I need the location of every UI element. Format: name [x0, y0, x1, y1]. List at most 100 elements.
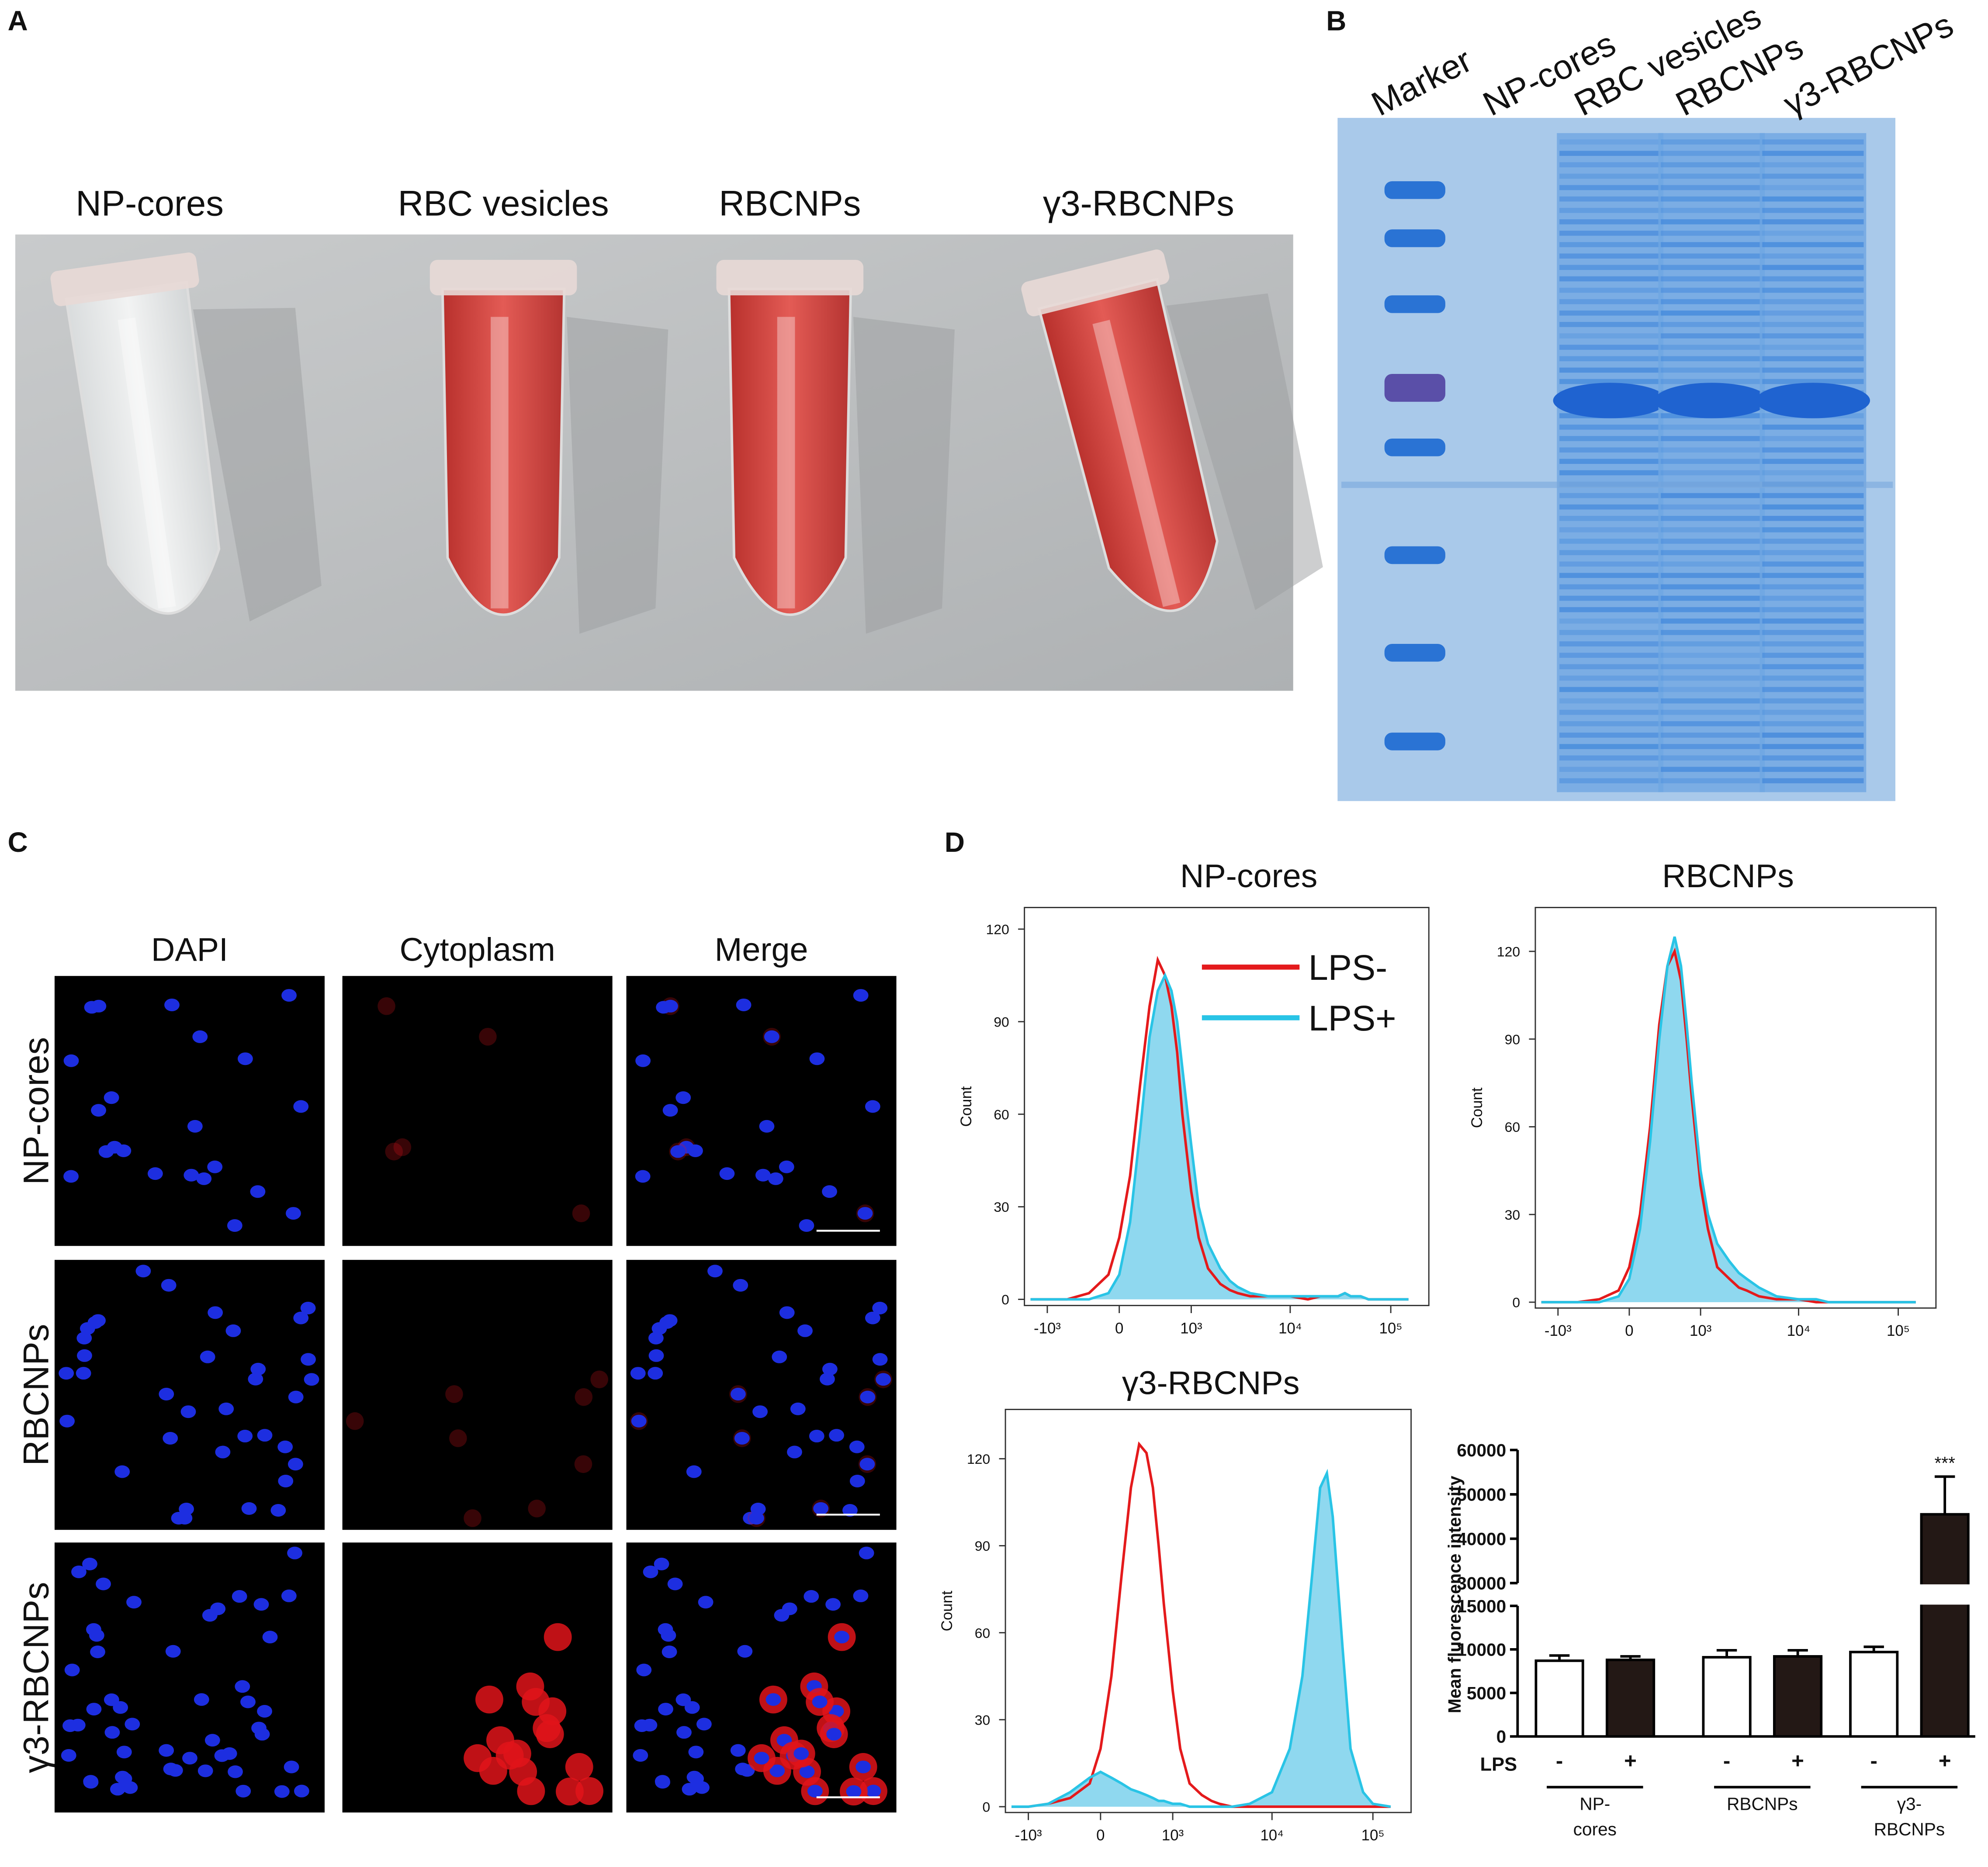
cytoplasm: [575, 1388, 593, 1406]
y-tick-label: 90: [975, 1538, 991, 1554]
gel-band: [1762, 333, 1864, 339]
nucleus: [826, 1728, 842, 1741]
gel-band: [1559, 265, 1661, 270]
x-tick-label: -10³: [1545, 1322, 1572, 1339]
gel-band: [1762, 584, 1864, 590]
nucleus: [240, 1695, 256, 1708]
tube-label: RBCNPs: [719, 183, 861, 223]
gel-band: [1559, 527, 1661, 532]
gel-band: [1559, 515, 1661, 521]
tube-highlight: [491, 317, 509, 609]
nucleus: [90, 1645, 105, 1659]
x-tick-label: 0: [1625, 1322, 1633, 1339]
nucleus: [184, 1169, 199, 1182]
nucleus: [698, 1596, 713, 1609]
cytoplasm: [590, 1370, 609, 1389]
nucleus: [180, 1405, 196, 1418]
gel-band: [1559, 219, 1661, 225]
tube-cap: [716, 259, 864, 296]
gel-band: [1762, 595, 1864, 601]
nucleus: [755, 1169, 771, 1182]
nucleus: [809, 1052, 825, 1065]
nucleus: [59, 1367, 74, 1380]
y-tick-label: 90: [994, 1014, 1009, 1030]
y-tick-label: 15000: [1457, 1596, 1506, 1616]
nucleus: [147, 1167, 163, 1180]
gel-band: [1559, 664, 1661, 670]
x-tick-label: NP-: [1579, 1794, 1610, 1814]
nucleus: [104, 1726, 120, 1739]
cytoplasm: [393, 1138, 412, 1156]
nucleus: [84, 1001, 100, 1014]
gel-band: [1559, 767, 1661, 772]
tube-cap: [50, 252, 199, 306]
gel-band: [1762, 322, 1864, 327]
gel-band: [1661, 379, 1763, 384]
nucleus: [736, 998, 752, 1011]
gel-band: [1661, 139, 1763, 145]
gel-band: [1762, 709, 1864, 715]
gel-band: [1559, 162, 1661, 168]
nucleus: [633, 1749, 648, 1762]
nucleus: [235, 1680, 250, 1693]
cytoplasm: [575, 1777, 603, 1805]
cytoplasm: [445, 1385, 463, 1403]
gel-band: [1661, 333, 1763, 339]
legend-title: LPS: [1480, 1754, 1517, 1775]
gel-band: [1559, 675, 1661, 681]
gel-band: [1661, 242, 1763, 247]
nucleus: [281, 989, 297, 1002]
nucleus: [865, 1100, 880, 1113]
tube-cap: [1021, 249, 1170, 317]
bar: [1773, 1655, 1823, 1738]
gel-band: [1559, 425, 1661, 430]
tube-label: RBC vesicles: [398, 183, 609, 223]
y-tick-label: 60: [975, 1625, 991, 1641]
nucleus: [163, 1763, 179, 1776]
nucleus: [842, 1504, 858, 1517]
gel-band: [1559, 755, 1661, 761]
tube: [50, 252, 322, 622]
gel-band: [1762, 219, 1864, 225]
row-label: RBCNPs: [16, 1324, 56, 1466]
nucleus: [799, 1219, 814, 1232]
error-bar: [1863, 1646, 1884, 1652]
nucleus: [135, 1265, 151, 1278]
tube-shadow: [1166, 293, 1323, 610]
gel-band: [1762, 504, 1864, 510]
nucleus: [274, 1785, 290, 1798]
gel-band: [1559, 356, 1661, 361]
error-bar: [1787, 1649, 1808, 1656]
nucleus: [859, 1546, 874, 1559]
y-tick-label: 50000: [1457, 1484, 1506, 1504]
nucleus: [707, 1265, 723, 1278]
gel-band: [1762, 310, 1864, 316]
x-tick-label: 10³: [1180, 1320, 1202, 1337]
gel-band: [1762, 287, 1864, 293]
gel-band: [1762, 698, 1864, 704]
gel-band: [1661, 196, 1763, 202]
nucleus: [635, 1170, 651, 1183]
gel-band: [1661, 299, 1763, 304]
legend-label: LPS+: [1309, 999, 1396, 1038]
nucleus: [799, 1765, 815, 1778]
nucleus: [807, 1784, 823, 1798]
x-tick-label: 10⁵: [1379, 1320, 1403, 1337]
gel-band: [1661, 207, 1763, 213]
nucleus: [797, 1324, 813, 1337]
gel-band: [1559, 561, 1661, 567]
nucleus: [651, 1322, 667, 1335]
nucleus: [790, 1402, 806, 1415]
panel-letter: D: [945, 826, 965, 858]
gel-band: [1559, 595, 1661, 601]
nucleus: [765, 1693, 781, 1706]
nucleus: [63, 1054, 79, 1067]
nucleus: [300, 1301, 316, 1315]
x-tick-label: 0: [1096, 1827, 1105, 1844]
y-tick-label: 120: [967, 1451, 990, 1467]
column-label: Cytoplasm: [399, 931, 555, 968]
nucleus: [104, 1091, 119, 1104]
gel-band: [1762, 459, 1864, 464]
micrograph: [342, 976, 613, 1246]
nucleus: [196, 1172, 212, 1185]
